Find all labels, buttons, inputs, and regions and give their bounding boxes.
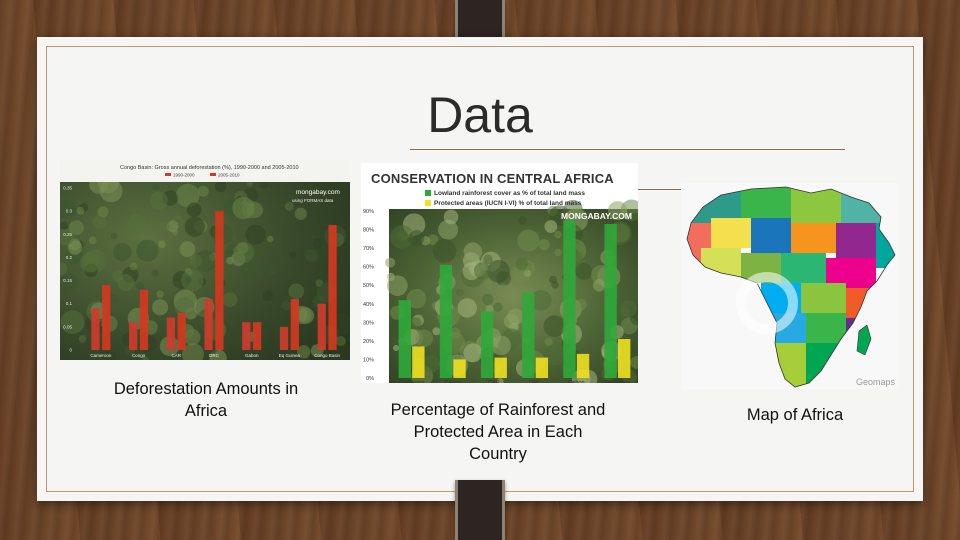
chart1-bar: [177, 312, 186, 350]
chart1-bar: [279, 326, 289, 350]
chart2-bar: [522, 292, 535, 378]
title-rule-lower: [636, 189, 681, 190]
chart1-marks: 0 0.05 0.1 0.15 0.2 0.25 0.3 0.35 Cameroon Congo C…: [63, 186, 340, 359]
chart1-bar: [290, 299, 299, 350]
chart2-ytick: 30%: [363, 320, 374, 326]
chart1-bar: [129, 322, 138, 350]
caption-map: Map of Africa: [746, 406, 844, 424]
chart2-bar: [480, 311, 494, 378]
chart1-ytick: 0.35: [63, 186, 72, 191]
chart1-xtick: CAR: [172, 353, 182, 358]
chart2-legend-protected: Protected areas (IUCN I-VI) % of total l…: [425, 200, 581, 207]
legend-swatch-2005: [210, 173, 216, 176]
caption-deforestation: Deforestation Amounts in Africa: [113, 380, 299, 420]
legend-swatch-rainforest: [425, 190, 431, 196]
chart2-ytick: 70%: [363, 246, 374, 252]
legend-swatch-protected: [425, 200, 431, 206]
legend-label-protected: Protected areas (IUCN I-VI) % of total l…: [434, 200, 582, 207]
chart2-legend-rainforest: Lowland rainforest cover as % of total l…: [425, 190, 585, 197]
chart1-xtick: Gabon: [245, 353, 259, 358]
chart2-bar: [439, 264, 453, 378]
conservation-chart: 0% 10% 20% 30% 40% 50% 60% 70% 80% 90% Cameroon Con…: [363, 199, 638, 383]
chart1-xtick: Congo: [132, 353, 146, 358]
chart1-bar: [328, 225, 337, 350]
chart2-title: CONSERVATION IN CENTRAL AFRICA: [371, 171, 614, 186]
map-watermark-ring: [736, 272, 798, 334]
chart2-bar: [398, 300, 411, 378]
chart2-bar: [412, 346, 425, 378]
chart2-bar: [563, 220, 576, 378]
chart1-bar: [215, 211, 224, 350]
chart1-ytick: 0: [69, 348, 72, 353]
title-rule: [410, 149, 845, 150]
chart1-xtick: Eq Guinea: [279, 353, 301, 358]
conservation-chart-image: 0% 10% 20% 30% 40% 50% 60% 70% 80% 90% Cameroon Con…: [361, 163, 638, 383]
chart2-bar: [494, 357, 507, 378]
chart2-xtick: DRC: [529, 380, 541, 383]
deforestation-chart: Congo Basin: Gross annual deforestation …: [60, 160, 350, 360]
chart2-ytick: 90%: [363, 209, 374, 215]
chart2-ytick: 40%: [363, 302, 374, 308]
chart2-bar: [618, 339, 631, 378]
chart2-xtick: Gabon: [568, 380, 585, 383]
chart1-bar: [317, 303, 326, 350]
legend-1990: 1990-2000: [173, 173, 195, 178]
chart2-xtick: Eq Guinea: [604, 380, 631, 383]
chart1-xtick: Cameroon: [90, 353, 112, 358]
chart2-bar: [453, 359, 466, 378]
chart2-ytick: 80%: [363, 228, 374, 234]
chart1-bar: [91, 308, 100, 350]
chart1-header: Congo Basin: Gross annual deforestation …: [120, 165, 299, 171]
map-watermark: Geomaps: [855, 377, 895, 387]
chart2-ytick: 60%: [363, 265, 374, 271]
caption-conservation: Percentage of Rainforest and Protected A…: [390, 401, 606, 463]
bottom-strap: [455, 480, 505, 540]
chart1-ytick: 0.15: [63, 278, 72, 283]
chart2-bar: [604, 223, 617, 378]
chart1-bar: [102, 285, 111, 350]
chart1-xtick: Congo Basin: [314, 353, 340, 358]
chart1-xtick: DRC: [209, 353, 219, 358]
legend-2005: 2005-2010: [218, 173, 240, 178]
chart2-bar: [535, 357, 549, 378]
africa-map-image: Geomaps: [681, 183, 899, 389]
chart2-bar: [576, 353, 590, 378]
chart2-marks: 0% 10% 20% 30% 40% 50% 60% 70% 80% 90% Cameroon Con…: [363, 209, 631, 383]
chart1-ytick: 0.2: [66, 255, 73, 260]
chart2-ytick: 10%: [363, 357, 374, 363]
chart1-watermark-sub: using FORMAS data: [292, 198, 334, 203]
chart1-ytick: 0.1: [66, 301, 73, 306]
legend-swatch-1990: [165, 173, 171, 176]
chart2-xtick: Congo: [445, 380, 461, 383]
chart1-bar: [166, 317, 176, 350]
slide-title: Data: [427, 87, 533, 143]
chart1-watermark: mongabay.com: [296, 189, 340, 196]
chart1-ytick: 0.25: [63, 232, 72, 237]
africa-map: [686, 186, 896, 388]
chart2-xtick: CAR: [488, 380, 500, 383]
chart2-watermark: MONGABAY.COM: [561, 211, 632, 221]
chart2-ytick: 0%: [366, 376, 374, 382]
chart2-ytick: 20%: [363, 339, 374, 345]
chart1-ytick: 0.3: [66, 209, 73, 214]
madagascar-shape: [856, 324, 872, 356]
chart2-xtick: Cameroon: [399, 380, 425, 383]
chart1-bar: [252, 322, 262, 350]
deforestation-chart-image: Congo Basin: Gross annual deforestation …: [60, 160, 350, 360]
chart1-ytick: 0.05: [63, 324, 72, 329]
legend-label-rainforest: Lowland rainforest cover as % of total l…: [434, 190, 585, 197]
chart1-bar: [242, 322, 251, 350]
chart1-bar: [204, 299, 213, 350]
chart2-ytick: 50%: [363, 283, 374, 289]
chart1-bar: [139, 289, 149, 350]
